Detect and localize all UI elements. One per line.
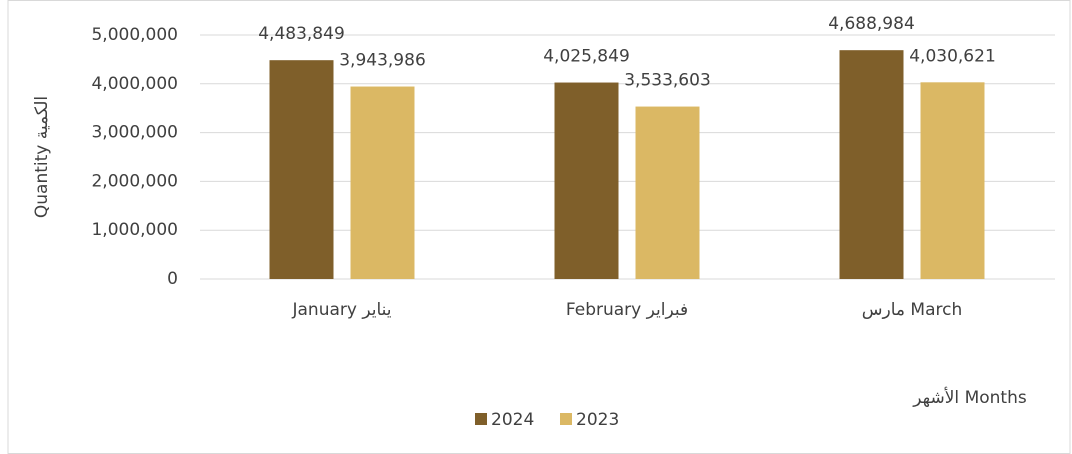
x-tick-label: February فبراير: [566, 300, 688, 320]
y-tick-label: 1,000,000: [91, 220, 178, 240]
bar: [269, 60, 334, 279]
legend-swatch: [475, 413, 487, 425]
y-tick-label: 3,000,000: [91, 123, 178, 143]
legend-swatch: [560, 413, 572, 425]
y-tick-label: 0: [167, 269, 178, 289]
value-label: 3,943,986: [339, 51, 426, 71]
value-label: 4,483,849: [258, 24, 345, 44]
y-tick-label: 4,000,000: [91, 74, 178, 94]
value-label: 4,030,621: [909, 46, 996, 66]
x-axis-label: الأشهر Months: [912, 387, 1027, 408]
x-tick-label: مارس March: [862, 300, 962, 320]
bar: [554, 82, 619, 279]
y-tick-label: 5,000,000: [91, 25, 178, 45]
value-label: 3,533,603: [624, 71, 711, 91]
bar: [350, 86, 415, 280]
x-tick-label: January يناير: [291, 300, 391, 320]
value-label: 4,688,984: [828, 14, 915, 34]
bar: [635, 106, 700, 279]
y-tick-label: 2,000,000: [91, 171, 178, 191]
value-label: 4,025,849: [543, 47, 630, 67]
bar: [839, 50, 904, 279]
y-axis-label: Quantity الكمية: [32, 96, 52, 218]
bar: [920, 82, 985, 279]
legend-label: 2023: [576, 410, 619, 430]
legend-label: 2024: [491, 410, 534, 430]
